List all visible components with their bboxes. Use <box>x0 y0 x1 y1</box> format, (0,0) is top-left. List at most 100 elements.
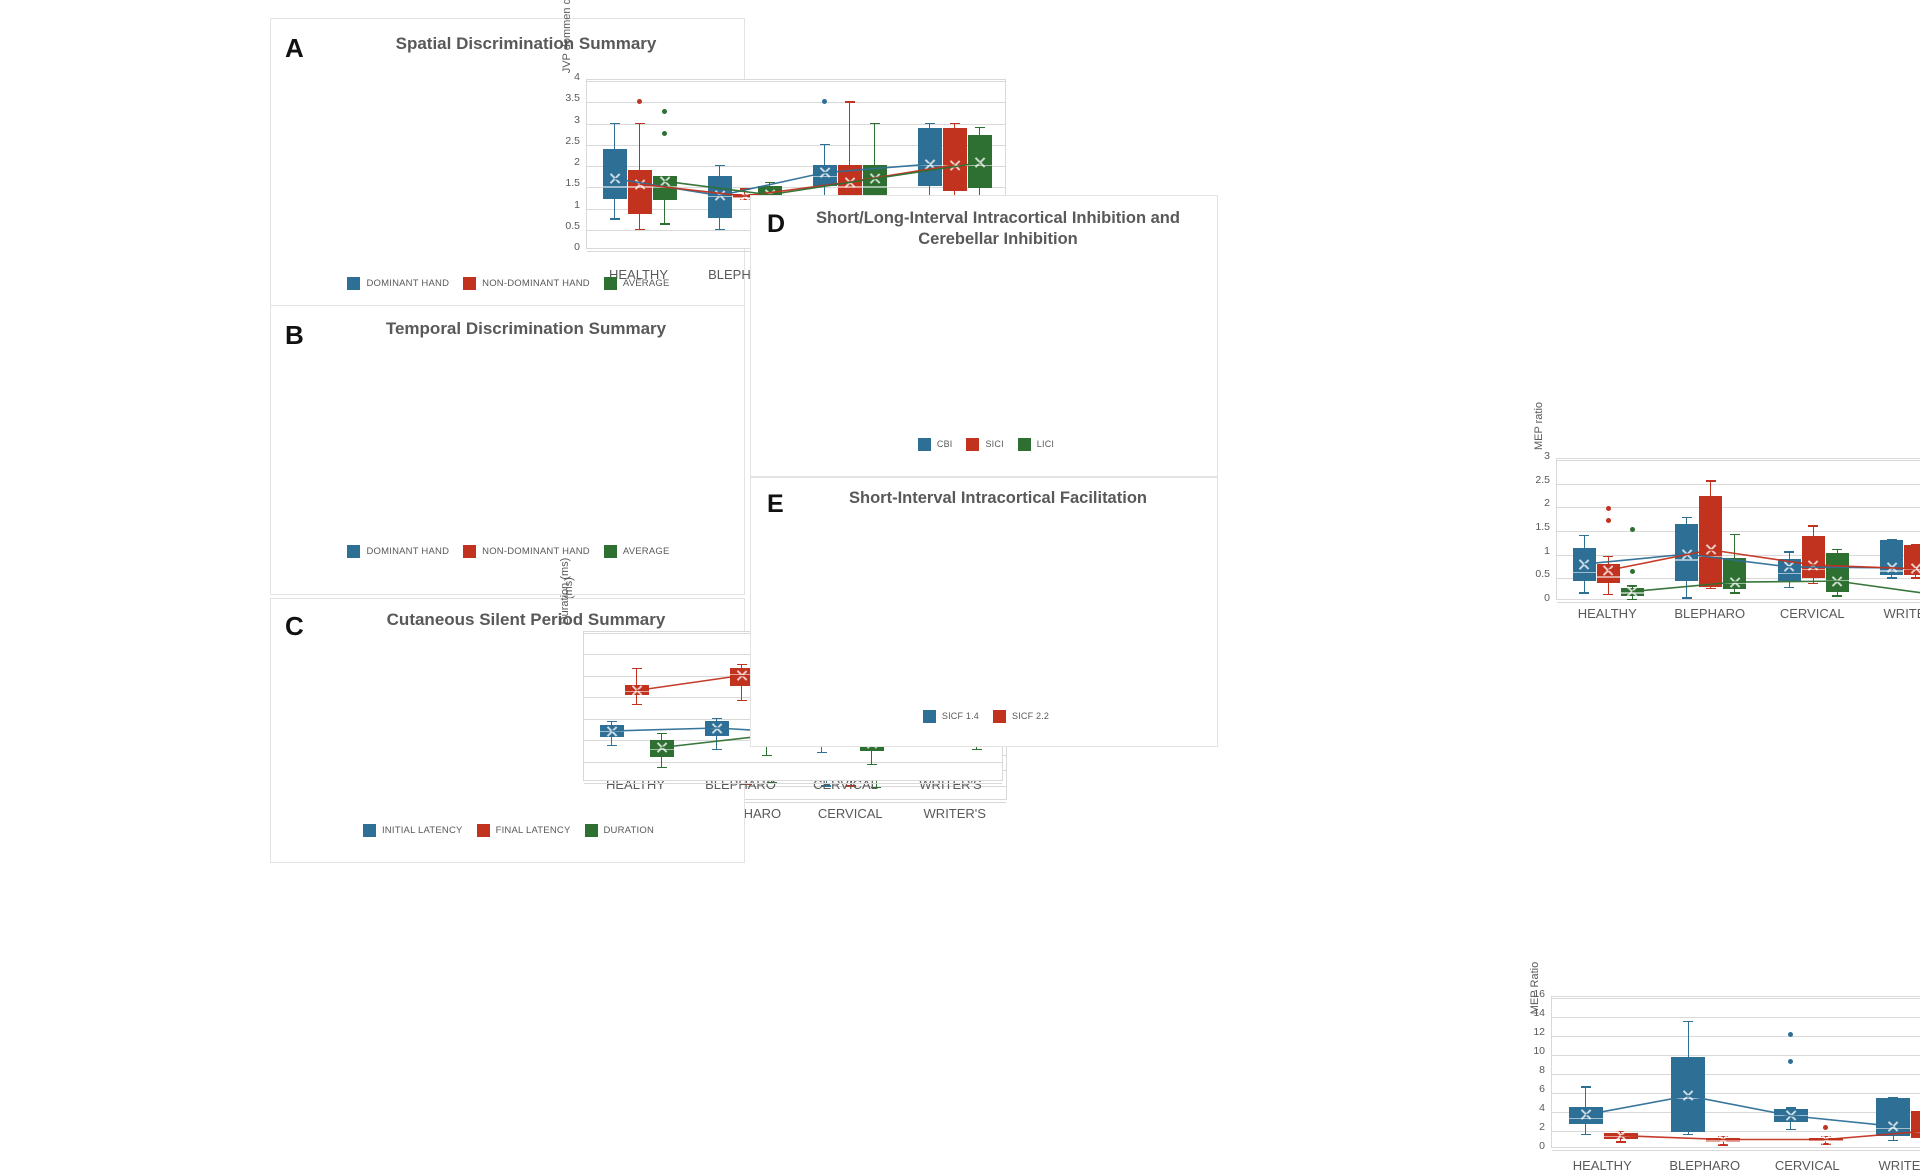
box <box>942 127 967 192</box>
outlier-point <box>822 98 827 104</box>
y-tick-label: 4 <box>1539 1102 1545 1114</box>
gridline <box>584 761 1002 763</box>
y-tick-label: 3.5 <box>565 92 580 105</box>
gridline <box>587 123 1005 125</box>
whisker-cap <box>1681 597 1692 599</box>
whisker <box>743 188 746 199</box>
y-tick-label: 16 <box>1533 988 1545 1000</box>
legend-label: SICI <box>985 439 1004 449</box>
box <box>602 148 627 199</box>
legend-item[interactable]: DURATION <box>584 823 655 837</box>
legend-item[interactable]: NON-DOMINANT HAND <box>463 276 590 290</box>
y-tick-label: 0.5 <box>1535 568 1550 581</box>
plot-area-e <box>1551 996 1920 1151</box>
x-tick-label: WRITER'S <box>1883 606 1920 621</box>
whisker-cap <box>869 122 880 124</box>
y-tick-label: 3 <box>1544 450 1550 462</box>
gridline <box>1557 530 1920 532</box>
legend-swatch <box>993 709 1006 723</box>
whisker-cap <box>924 122 935 124</box>
legend-item[interactable]: NON-DOMINANT HAND <box>463 544 590 558</box>
whisker-cap <box>631 668 642 670</box>
gridline <box>587 80 1005 82</box>
box <box>1880 540 1904 575</box>
outlier-point <box>1605 517 1611 523</box>
gridline <box>584 782 1002 784</box>
whisker-cap <box>1784 551 1795 553</box>
whisker-cap <box>846 785 857 787</box>
legend-label: DOMINANT HAND <box>366 545 450 557</box>
legend-e: SICF 1.4 SICF 2.2 <box>791 708 1181 724</box>
box <box>1777 559 1801 582</box>
whisker-cap <box>974 126 985 129</box>
gridline <box>1557 459 1920 461</box>
y-tick-label: 2 <box>1544 497 1550 510</box>
x-tick-label: WRITER'S <box>923 806 986 821</box>
trend-lines <box>614 162 980 197</box>
legend-label: NON-DOMINANT HAND <box>482 277 590 289</box>
median-line <box>1777 572 1801 574</box>
legend-swatch <box>922 709 936 723</box>
outlier-point <box>1605 505 1611 511</box>
outlier-point <box>1629 527 1635 533</box>
legend-item[interactable]: DOMINANT HAND <box>347 276 449 290</box>
outlier-point <box>662 130 667 136</box>
whisker-cap <box>1729 533 1740 536</box>
whisker-cap <box>736 663 747 665</box>
whisker-cap <box>1627 598 1638 601</box>
legend-item[interactable]: DOMINANT HAND <box>347 544 450 558</box>
whisker-cap <box>1627 585 1638 587</box>
whisker-cap <box>871 786 882 789</box>
whisker-cap <box>1808 525 1819 527</box>
whisker-cap <box>1886 577 1897 579</box>
legend-label: DURATION <box>603 824 655 836</box>
legend-item[interactable]: CBI <box>917 437 953 451</box>
gridline <box>1552 997 1920 999</box>
whisker-cap <box>1579 534 1590 537</box>
legend-label: AVERAGE <box>622 277 670 289</box>
legend-item[interactable]: AVERAGE <box>603 276 670 290</box>
legend-item[interactable]: AVERAGE <box>603 544 670 558</box>
median-line <box>812 175 837 178</box>
median-line <box>1801 568 1825 571</box>
legend-label: LICI <box>1036 439 1055 449</box>
whisker-cap <box>714 165 725 167</box>
gridline <box>587 165 1005 167</box>
legend-item[interactable]: SICI <box>966 437 1004 451</box>
legend-item[interactable]: SICF 1.4 <box>922 709 979 723</box>
whisker-cap <box>609 218 620 220</box>
trend-line <box>664 162 980 196</box>
x-tick-label: CERVICAL <box>1779 606 1845 621</box>
panel-a: A Spatial Discrimination Summary 0 0.5 1 1.5 2… <box>270 0 1006 308</box>
outlier-point <box>637 98 642 104</box>
legend-item[interactable]: SICF 2.2 <box>993 709 1049 723</box>
panel-letter: C <box>285 611 304 641</box>
legend-swatch <box>917 437 931 451</box>
legend-label: INITIAL LATENCY <box>381 824 463 836</box>
legend-swatch <box>966 437 980 451</box>
legend-item[interactable]: FINAL LATENCY <box>476 823 571 837</box>
gridline <box>1552 1035 1920 1037</box>
whisker-cap <box>711 717 722 719</box>
legend-swatch <box>347 276 361 290</box>
box <box>917 127 942 187</box>
whisker-cap <box>736 699 747 701</box>
legend-item[interactable]: INITIAL LATENCY <box>362 823 463 837</box>
legend-c: INITIAL LATENCY FINAL LATENCY DURATION <box>311 821 706 839</box>
panel-title: Short-Interval Intracortical Facilitatio… <box>849 489 1147 507</box>
y-axis-label: MEP ratio <box>1533 401 1545 451</box>
gridline <box>1552 1073 1920 1075</box>
legend-swatch <box>463 276 477 290</box>
x-tick-label: HEALTHY <box>609 267 668 282</box>
whisker-cap <box>821 785 832 787</box>
legend-swatch <box>463 544 477 558</box>
legend-swatch <box>584 823 598 837</box>
x-tick-label: HEALTHY <box>1577 606 1637 621</box>
gridline <box>587 144 1005 146</box>
box <box>627 170 652 214</box>
legend-label: CBI <box>936 439 953 449</box>
legend-item[interactable]: LICI <box>1017 437 1055 451</box>
median-line <box>1596 576 1620 578</box>
panel-title: Short/Long-Interval Intracortical Inhibi… <box>816 209 1180 248</box>
